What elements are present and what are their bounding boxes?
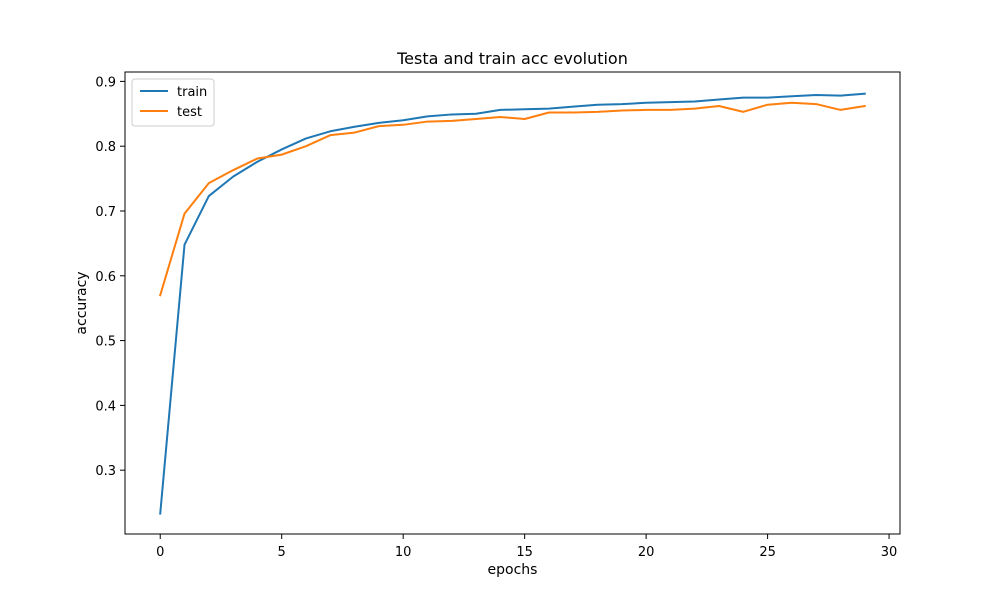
y-axis: 0.3 0.4 0.5 0.6 0.7 0.8 0.9 [95,75,125,479]
x-axis: 0 5 10 15 20 25 30 [156,534,897,560]
y-tick-label: 0.5 [95,335,116,350]
plot-area [125,72,900,534]
x-axis-label: epochs [488,562,538,578]
x-tick-label: 20 [638,545,655,560]
x-tick-label: 25 [759,545,776,560]
x-tick-label: 0 [156,545,164,560]
series-line-test [158,101,866,297]
legend-label-train: train [177,85,207,100]
x-tick-label: 15 [516,545,533,560]
legend: train test [131,78,215,127]
y-tick-label: 0.7 [95,205,116,220]
y-tick-label: 0.4 [95,399,116,414]
x-tick-label: 30 [881,545,898,560]
chart-title: Testa and train acc evolution [396,49,628,68]
y-tick-label: 0.6 [95,270,116,285]
x-tick-label: 5 [278,545,286,560]
y-axis-label: accuracy [74,271,90,334]
legend-label-test: test [177,105,202,120]
y-tick-label: 0.8 [95,140,116,155]
series-line-train [159,92,866,515]
y-tick-label: 0.3 [95,464,116,479]
plot-frame [124,71,901,535]
x-tick-label: 10 [395,545,412,560]
series-layer [158,92,866,515]
y-tick-label: 0.9 [95,75,116,90]
